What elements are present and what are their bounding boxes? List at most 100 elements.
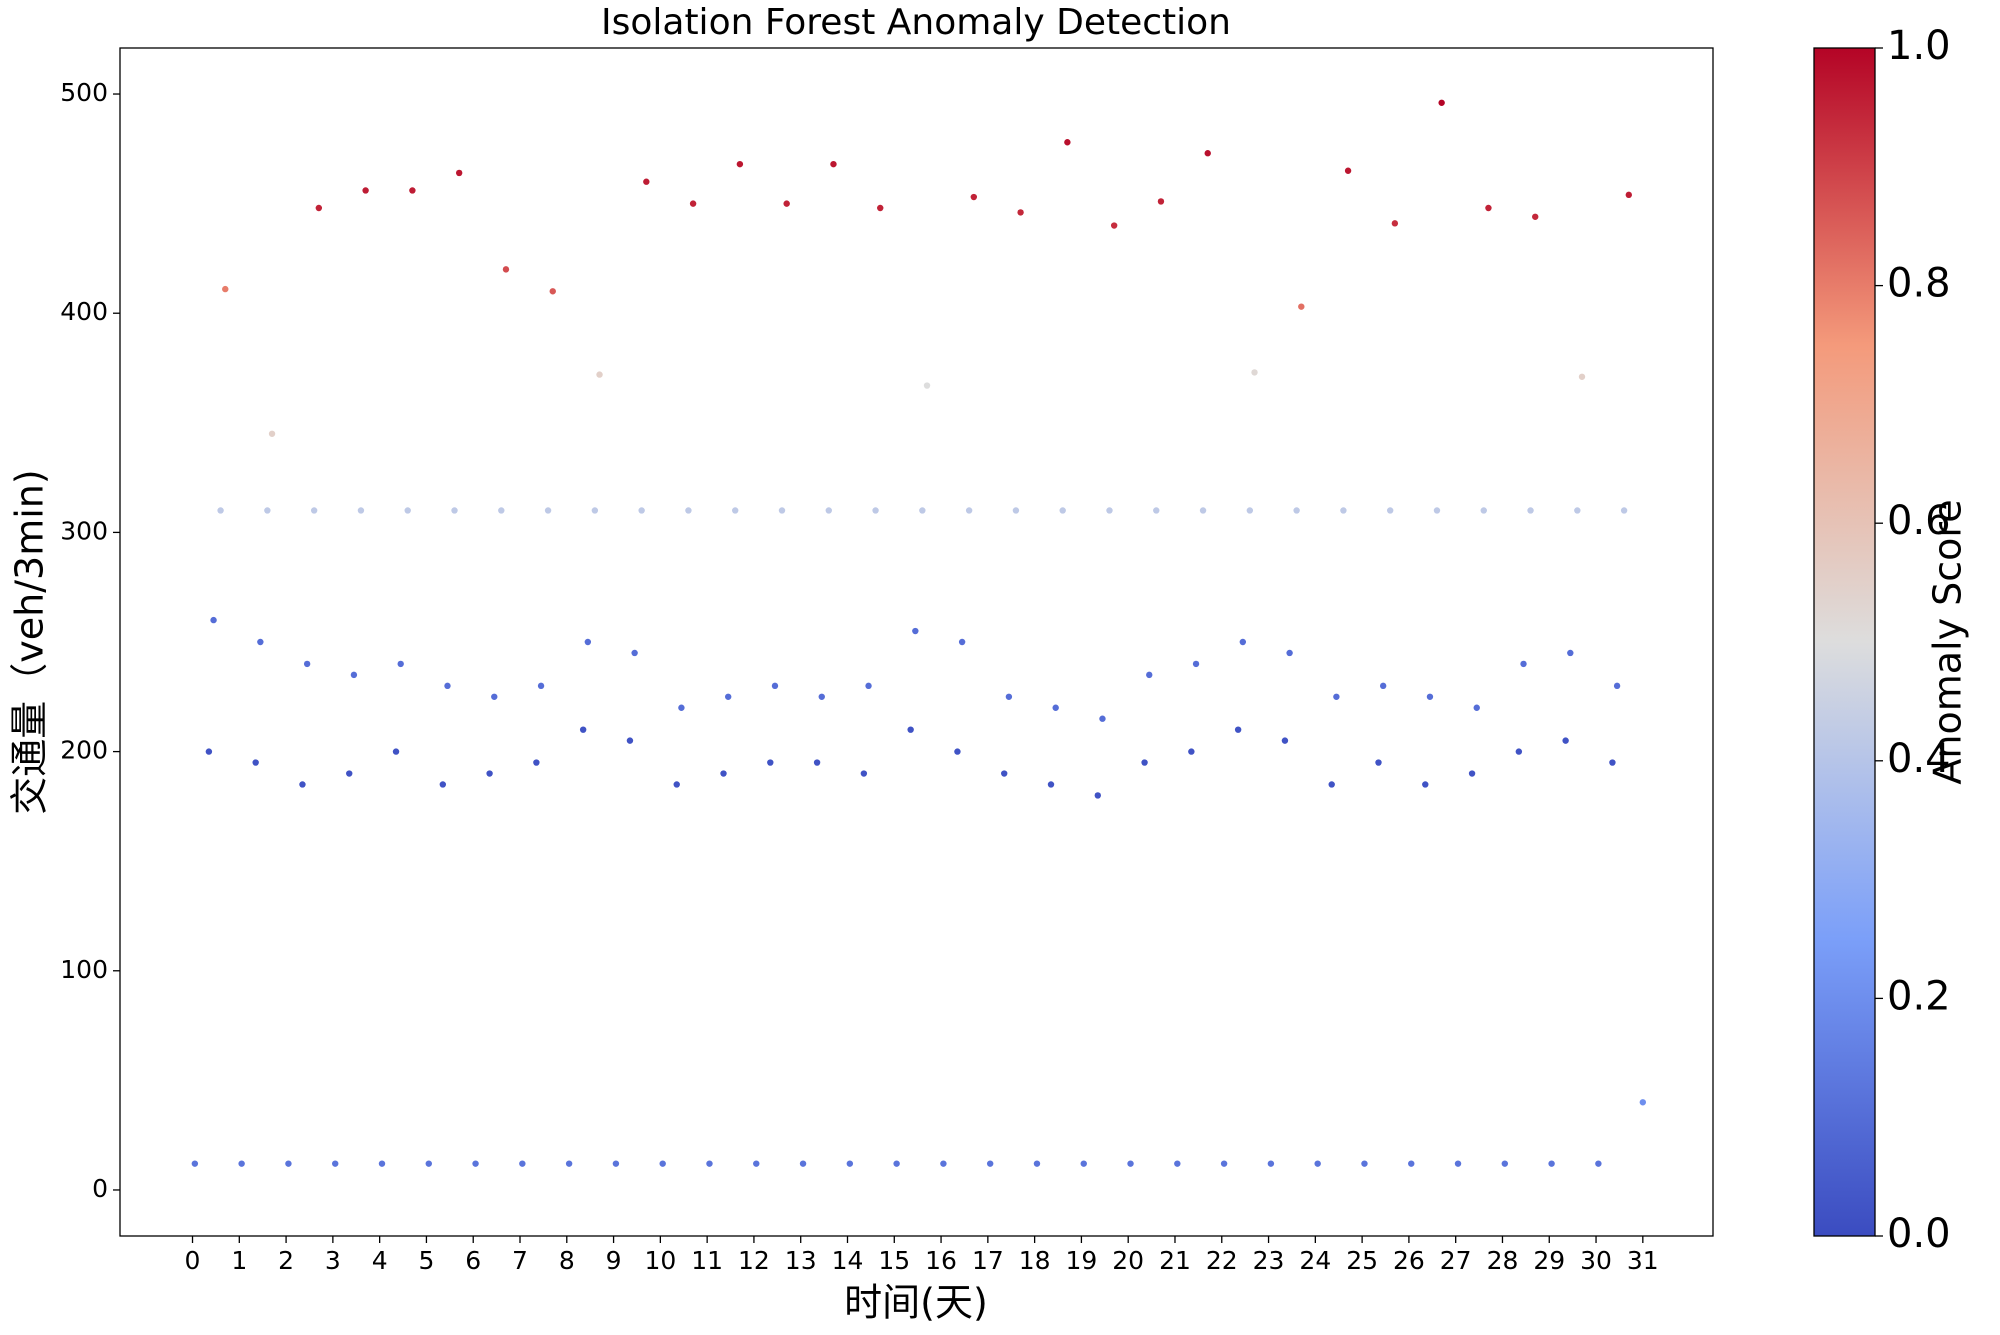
point bbox=[1567, 649, 1574, 657]
point bbox=[893, 1160, 900, 1167]
point bbox=[877, 204, 884, 212]
point bbox=[1548, 1160, 1555, 1167]
point bbox=[778, 507, 786, 514]
point bbox=[912, 627, 919, 635]
x-tick-label: 31 bbox=[1627, 1246, 1659, 1275]
point bbox=[191, 1160, 199, 1167]
colorbar-tick-label: 0.4 bbox=[1887, 736, 1951, 782]
colorbar-tick-label: 0.0 bbox=[1887, 1211, 1951, 1257]
colorbar-label: Anomaly Score bbox=[1926, 499, 1970, 784]
chart-title: Isolation Forest Anomaly Detection bbox=[601, 2, 1231, 43]
point bbox=[724, 693, 732, 700]
point bbox=[954, 748, 961, 755]
point bbox=[1052, 704, 1059, 711]
point bbox=[346, 770, 353, 777]
x-tick-label: 8 bbox=[559, 1246, 575, 1275]
point bbox=[631, 649, 638, 657]
x-tick-label: 22 bbox=[1206, 1246, 1238, 1275]
point bbox=[299, 781, 306, 788]
point bbox=[1234, 726, 1242, 733]
point bbox=[818, 693, 825, 700]
point bbox=[907, 726, 914, 733]
x-tick-label: 13 bbox=[785, 1246, 817, 1275]
y-tick-label: 300 bbox=[60, 516, 108, 545]
point bbox=[1017, 209, 1024, 216]
point bbox=[643, 178, 650, 185]
point bbox=[1192, 660, 1200, 668]
x-tick-label: 18 bbox=[1019, 1246, 1051, 1275]
point bbox=[783, 200, 790, 207]
point bbox=[502, 266, 510, 273]
colorbar bbox=[1813, 47, 1876, 1237]
x-tick-label: 23 bbox=[1253, 1246, 1285, 1275]
x-tick-label: 5 bbox=[418, 1246, 434, 1275]
point bbox=[1153, 507, 1160, 514]
point bbox=[404, 507, 411, 514]
x-tick-label: 20 bbox=[1112, 1246, 1144, 1275]
point bbox=[1059, 507, 1066, 514]
x-tick-label: 2 bbox=[278, 1246, 294, 1275]
y-axis-label: 交通量（veh/3min) bbox=[8, 469, 52, 814]
point bbox=[678, 704, 685, 711]
point bbox=[1220, 1160, 1228, 1167]
point bbox=[940, 1160, 947, 1167]
point bbox=[332, 1160, 339, 1167]
x-tick-label: 12 bbox=[738, 1246, 770, 1275]
point bbox=[1204, 150, 1211, 157]
point bbox=[1578, 373, 1586, 380]
point bbox=[1064, 139, 1071, 146]
point bbox=[533, 759, 540, 766]
point bbox=[1532, 213, 1539, 220]
point bbox=[1157, 198, 1165, 205]
point bbox=[1574, 507, 1581, 514]
point bbox=[1625, 191, 1632, 199]
point bbox=[357, 507, 365, 514]
point bbox=[1267, 1160, 1275, 1167]
point bbox=[986, 1160, 994, 1167]
point bbox=[767, 759, 774, 766]
colorbar-tick-label: 0.2 bbox=[1887, 973, 1951, 1019]
y-tick-label: 100 bbox=[60, 955, 108, 984]
point bbox=[1106, 507, 1113, 514]
point bbox=[439, 781, 447, 788]
point bbox=[673, 781, 680, 788]
point bbox=[1422, 781, 1429, 788]
x-tick-label: 17 bbox=[972, 1246, 1004, 1275]
y-tick-label: 0 bbox=[92, 1174, 108, 1203]
point bbox=[544, 507, 552, 514]
colorbar-tick-label: 1.0 bbox=[1887, 23, 1951, 69]
x-tick-label: 21 bbox=[1159, 1246, 1191, 1275]
point bbox=[1527, 507, 1534, 514]
point bbox=[425, 1160, 432, 1167]
point bbox=[872, 507, 879, 514]
point bbox=[257, 638, 264, 646]
x-tick-label: 10 bbox=[644, 1246, 676, 1275]
x-tick-label: 0 bbox=[185, 1246, 201, 1275]
point bbox=[1246, 507, 1254, 514]
point bbox=[252, 759, 259, 766]
point bbox=[1314, 1160, 1321, 1167]
point bbox=[1386, 507, 1394, 514]
point bbox=[1613, 682, 1621, 690]
x-tick-label: 30 bbox=[1580, 1246, 1612, 1275]
point bbox=[1001, 770, 1008, 777]
point bbox=[1438, 99, 1445, 106]
point bbox=[1333, 693, 1340, 700]
x-tick-label: 14 bbox=[832, 1246, 864, 1275]
point bbox=[565, 1160, 573, 1167]
point bbox=[923, 382, 931, 389]
x-tick-label: 9 bbox=[606, 1246, 622, 1275]
x-tick-label: 15 bbox=[878, 1246, 910, 1275]
point bbox=[486, 770, 493, 777]
point bbox=[1433, 507, 1441, 514]
point bbox=[392, 748, 400, 755]
point bbox=[1146, 671, 1153, 679]
point bbox=[315, 204, 323, 212]
point bbox=[970, 193, 978, 201]
colorbar-tick-label: 0.6 bbox=[1887, 498, 1951, 544]
point bbox=[753, 1160, 760, 1167]
point bbox=[1485, 204, 1492, 212]
point bbox=[865, 682, 872, 690]
point bbox=[1468, 770, 1476, 777]
